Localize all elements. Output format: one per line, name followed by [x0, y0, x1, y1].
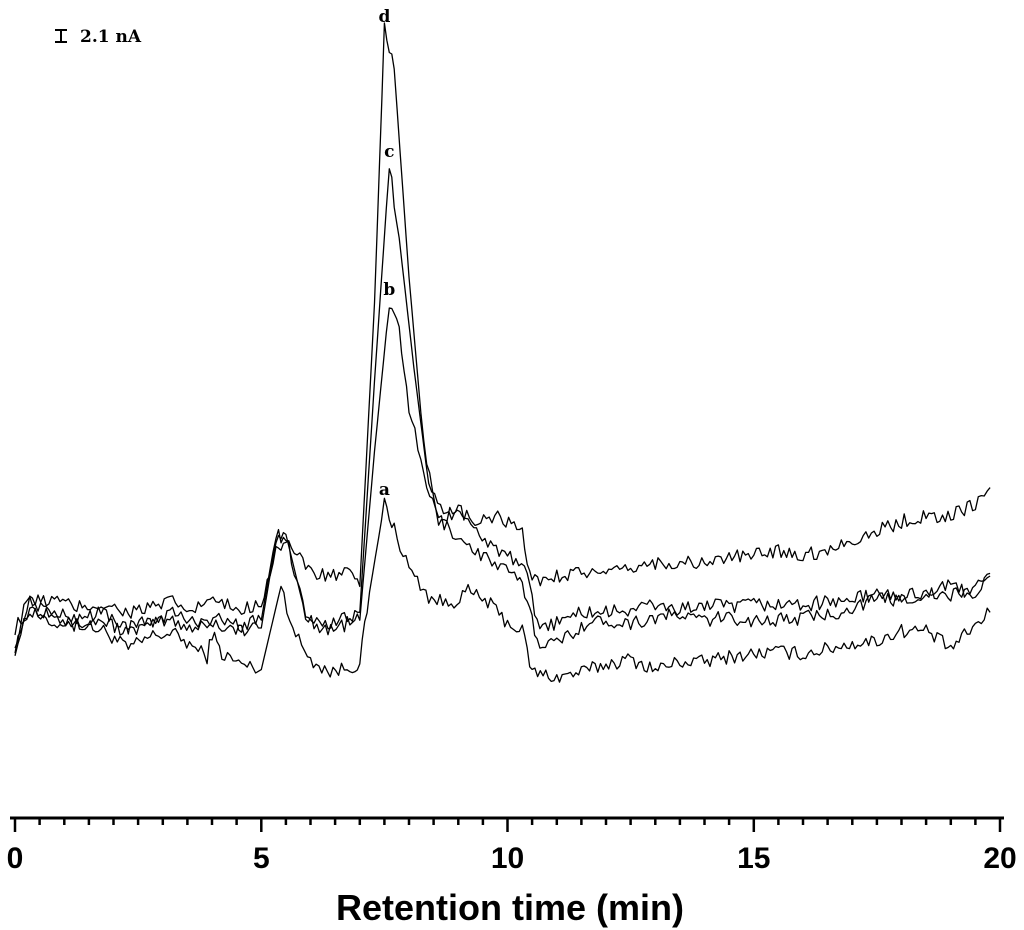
chromatogram-traces	[14, 22, 991, 683]
x-axis-title: Retention time (min)	[336, 887, 684, 928]
x-tick-label-10: 10	[491, 842, 524, 875]
peak-label-b: b	[383, 280, 395, 300]
x-tick-label-15: 15	[737, 842, 770, 875]
scale-bar: 2.1 nA	[55, 27, 142, 47]
x-tick-label-5: 5	[253, 842, 270, 875]
x-tick-label-20: 20	[983, 842, 1016, 875]
peak-label-c: c	[384, 142, 394, 162]
trace-d	[14, 22, 991, 654]
x-axis-ticks: 0 5 10 15 20	[7, 818, 1017, 875]
trace-b	[14, 307, 991, 649]
peak-label-d: d	[378, 7, 390, 27]
x-tick-label-0: 0	[7, 842, 24, 875]
peak-labels: a b c d	[378, 7, 395, 500]
trace-a	[14, 497, 991, 683]
peak-label-a: a	[379, 480, 390, 500]
scale-bar-label: 2.1 nA	[80, 27, 142, 47]
trace-c	[14, 168, 991, 636]
